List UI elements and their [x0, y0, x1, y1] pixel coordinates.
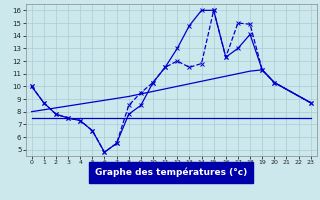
X-axis label: Graphe des températures (°c): Graphe des températures (°c)	[95, 168, 247, 177]
